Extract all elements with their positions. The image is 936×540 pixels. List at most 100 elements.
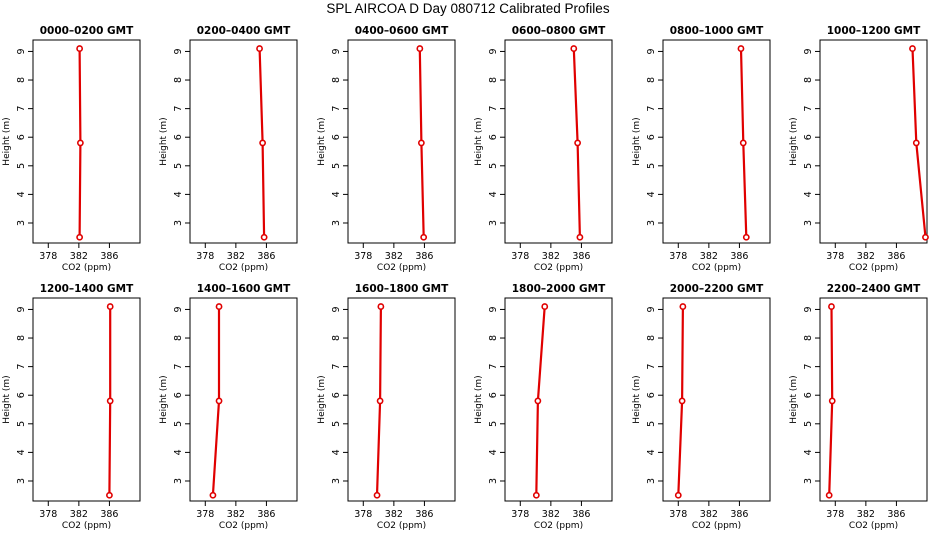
y-tick-label: 5	[646, 421, 657, 427]
data-point	[76, 139, 84, 147]
plot-frame	[819, 39, 928, 244]
x-tick-label: 382	[227, 251, 245, 262]
data-point	[260, 233, 268, 241]
y-tick-label: 6	[331, 392, 342, 398]
y-tick-label: 3	[173, 478, 184, 484]
data-point	[256, 45, 263, 52]
x-tick-label: 382	[700, 251, 718, 262]
y-tick-label: 7	[16, 364, 27, 370]
y-axis-label: Height (m)	[317, 117, 327, 165]
y-tick-label: 5	[331, 163, 342, 169]
y-tick-label: 3	[331, 478, 342, 484]
panel-title: 1400–1600 GMT	[197, 283, 291, 295]
y-tick-label: 9	[331, 306, 342, 312]
x-tick-label: 386	[730, 509, 748, 520]
x-axis-label: CO2 (ppm)	[692, 521, 741, 531]
x-axis-label: CO2 (ppm)	[849, 521, 898, 531]
x-tick-label: 378	[196, 509, 214, 520]
y-axis-label: Height (m)	[2, 375, 12, 423]
x-tick-label: 378	[669, 251, 687, 262]
y-tick-label: 3	[488, 220, 499, 226]
y-tick-label: 8	[173, 335, 184, 341]
data-point	[376, 397, 384, 405]
x-tick-label: 382	[227, 509, 245, 520]
panel-title: 0600–0800 GMT	[512, 25, 606, 37]
y-tick-label: 4	[16, 449, 27, 455]
x-tick-label: 382	[385, 509, 403, 520]
x-tick-label: 386	[257, 251, 275, 262]
x-tick-label: 386	[415, 509, 433, 520]
profile-panel: 1000–1200 GMT 378 382 386 3 4 5 6 7 8 9 CO2 (ppm) He…	[789, 25, 929, 273]
y-tick-label: 6	[173, 392, 184, 398]
panel-title: 1000–1200 GMT	[827, 25, 921, 37]
data-point	[574, 139, 582, 147]
y-axis-label: Height (m)	[789, 117, 799, 165]
figure-title: SPL AIRCOA D Day 080712 Calibrated Profi…	[326, 1, 610, 16]
x-tick-label: 382	[700, 509, 718, 520]
y-tick-label: 9	[803, 306, 814, 312]
data-point	[679, 303, 687, 310]
data-point	[825, 491, 833, 499]
x-axis-label: CO2 (ppm)	[692, 263, 741, 273]
data-point	[416, 45, 424, 52]
y-tick-label: 5	[488, 163, 499, 169]
y-tick-label: 8	[488, 335, 499, 341]
panel-title: 0400–0600 GMT	[355, 25, 449, 37]
y-tick-label: 4	[488, 449, 499, 455]
y-tick-label: 4	[803, 449, 814, 455]
profile-panel: 1800–2000 GMT 378 382 386 3 4 5 6 7 8 9 CO2 (ppm) He…	[474, 283, 613, 531]
y-axis-label: Height (m)	[632, 375, 642, 423]
x-tick-label: 378	[354, 509, 372, 520]
plot-frame	[504, 297, 613, 502]
x-tick-label: 386	[572, 251, 590, 262]
data-point	[215, 397, 223, 405]
y-tick-label: 6	[646, 392, 657, 398]
y-axis-label: Height (m)	[159, 117, 169, 165]
y-tick-label: 6	[646, 134, 657, 140]
data-point	[678, 397, 686, 405]
y-tick-label: 8	[16, 335, 27, 341]
y-tick-label: 9	[646, 306, 657, 312]
x-tick-label: 382	[542, 509, 560, 520]
y-tick-label: 8	[803, 77, 814, 83]
y-tick-label: 7	[646, 106, 657, 112]
y-tick-label: 7	[803, 364, 814, 370]
panel-title: 0800–1000 GMT	[670, 25, 764, 37]
y-tick-label: 4	[331, 191, 342, 197]
data-point	[106, 491, 113, 499]
x-tick-label: 386	[257, 509, 275, 520]
y-tick-label: 7	[173, 364, 184, 370]
x-axis-label: CO2 (ppm)	[377, 263, 426, 273]
y-tick-label: 4	[646, 449, 657, 455]
data-point	[570, 45, 578, 52]
y-tick-label: 5	[646, 163, 657, 169]
y-tick-label: 4	[646, 191, 657, 197]
x-tick-label: 382	[385, 251, 403, 262]
y-tick-label: 5	[16, 421, 27, 427]
y-tick-label: 9	[331, 48, 342, 54]
y-tick-label: 7	[803, 106, 814, 112]
y-tick-label: 5	[173, 163, 184, 169]
x-tick-label: 378	[39, 509, 57, 520]
y-tick-label: 4	[173, 449, 184, 455]
x-axis-label: CO2 (ppm)	[62, 521, 111, 531]
y-tick-label: 9	[803, 48, 814, 54]
y-tick-label: 7	[646, 364, 657, 370]
y-tick-label: 4	[16, 191, 27, 197]
y-tick-label: 7	[173, 106, 184, 112]
plot-frame	[189, 39, 298, 244]
data-point	[106, 303, 114, 310]
profile-panel: 1600–1800 GMT 378 382 386 3 4 5 6 7 8 9 CO2 (ppm) He…	[317, 283, 456, 531]
y-axis-label: Height (m)	[474, 375, 484, 423]
plot-frame	[189, 297, 298, 502]
y-axis-label: Height (m)	[789, 375, 799, 423]
y-tick-label: 6	[803, 392, 814, 398]
x-axis-label: CO2 (ppm)	[62, 263, 111, 273]
x-tick-label: 378	[196, 251, 214, 262]
x-tick-label: 386	[415, 251, 433, 262]
y-tick-label: 4	[488, 191, 499, 197]
y-tick-label: 7	[16, 106, 27, 112]
y-tick-label: 8	[488, 77, 499, 83]
panel-title: 2200–2400 GMT	[827, 283, 921, 295]
